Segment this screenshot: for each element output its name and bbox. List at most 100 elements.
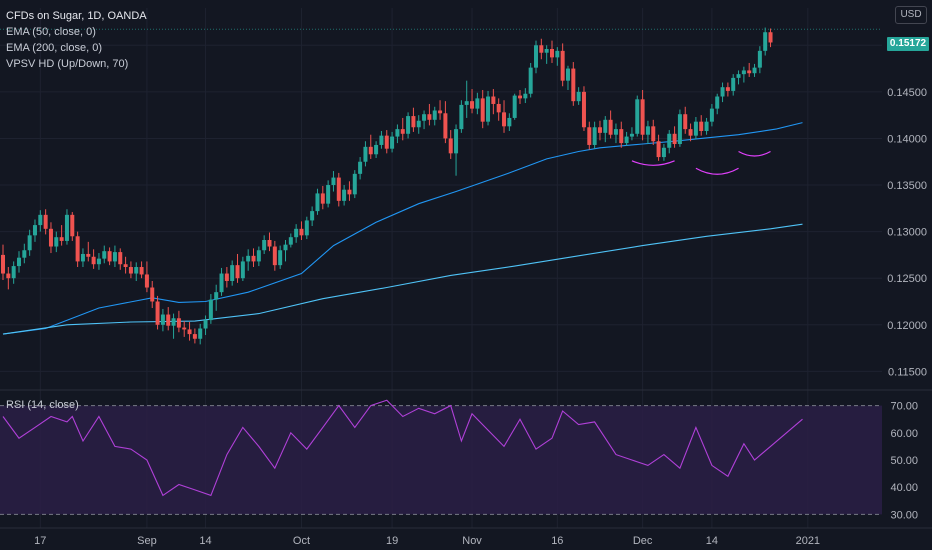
candle-body bbox=[576, 91, 581, 102]
candle bbox=[581, 86, 586, 131]
price-axis[interactable]: 0.11500 0.12000 0.12500 0.13000 0.13500 0.140… bbox=[887, 40, 927, 378]
time-tick-label: Dec bbox=[633, 535, 653, 547]
candle bbox=[80, 248, 85, 268]
rsi-tick-label: 70.00 bbox=[890, 401, 918, 413]
candle-body bbox=[454, 129, 459, 154]
candle bbox=[91, 249, 96, 269]
candle bbox=[342, 185, 347, 206]
candle bbox=[75, 231, 80, 268]
price-tick-label: 0.12000 bbox=[887, 320, 927, 332]
currency-button[interactable]: USD bbox=[895, 6, 927, 24]
rsi-line bbox=[2, 399, 803, 497]
price-tick-label: 0.14000 bbox=[887, 133, 927, 145]
rsi-band bbox=[0, 405, 882, 515]
candle bbox=[123, 256, 128, 274]
candle bbox=[704, 117, 709, 135]
candle-body bbox=[741, 70, 746, 75]
candle-body bbox=[112, 252, 117, 262]
candle-body bbox=[374, 144, 379, 155]
candle bbox=[528, 62, 533, 98]
rsi-axis[interactable]: 30.00 40.00 50.00 60.00 70.00 bbox=[890, 401, 918, 522]
candle-body bbox=[326, 185, 331, 204]
candle-body bbox=[310, 211, 315, 221]
candle-body bbox=[443, 113, 448, 139]
candle-body bbox=[134, 267, 139, 274]
candle-body bbox=[518, 95, 523, 99]
candle-body bbox=[565, 68, 570, 81]
candle bbox=[6, 267, 11, 290]
candle-body bbox=[246, 255, 251, 262]
candle bbox=[651, 119, 656, 145]
candle-body bbox=[704, 121, 709, 131]
candle-body bbox=[534, 45, 538, 68]
candle bbox=[411, 107, 416, 132]
candle-body bbox=[416, 120, 421, 128]
candle bbox=[693, 117, 698, 140]
candle-body bbox=[502, 112, 507, 127]
candle bbox=[320, 185, 325, 210]
candle-body bbox=[219, 273, 224, 293]
last-price-badge: 0.15172 bbox=[887, 37, 929, 51]
candle-body bbox=[486, 96, 491, 122]
candle bbox=[11, 261, 16, 284]
candle-body bbox=[528, 67, 533, 94]
indicator-vpsv-label[interactable]: VPSV HD (Up/Down, 70) bbox=[6, 58, 129, 70]
candle-body bbox=[432, 110, 437, 120]
candle-body bbox=[278, 250, 283, 266]
price-tick-label: 0.12500 bbox=[887, 273, 927, 285]
candle-body bbox=[581, 91, 586, 128]
candle bbox=[27, 229, 32, 256]
candle bbox=[134, 262, 139, 281]
candle bbox=[768, 28, 773, 48]
candle bbox=[427, 103, 432, 126]
candle-body bbox=[480, 98, 485, 122]
pattern-annotations bbox=[631, 150, 771, 175]
candle bbox=[464, 80, 469, 118]
candle-body bbox=[667, 133, 672, 148]
candle bbox=[54, 231, 59, 253]
candle-body bbox=[107, 251, 112, 262]
candle-body bbox=[571, 68, 576, 102]
candle bbox=[331, 171, 336, 192]
candle bbox=[240, 256, 245, 281]
candle bbox=[336, 172, 341, 207]
candle-body bbox=[288, 237, 293, 245]
candle bbox=[374, 141, 379, 159]
candle bbox=[613, 123, 618, 144]
candle bbox=[59, 225, 64, 246]
candle bbox=[224, 267, 229, 288]
candle-body bbox=[358, 161, 363, 174]
candle bbox=[661, 144, 666, 161]
candle-body bbox=[400, 129, 405, 134]
candle bbox=[299, 221, 304, 240]
candle-body bbox=[283, 244, 288, 251]
candle bbox=[86, 241, 91, 262]
candle-body bbox=[720, 87, 725, 97]
candle-body bbox=[587, 127, 592, 145]
candle-body bbox=[102, 251, 107, 259]
candle-body bbox=[256, 250, 261, 262]
candle bbox=[486, 90, 491, 126]
indicator-ema200-label[interactable]: EMA (200, close, 0) bbox=[6, 42, 102, 54]
candle bbox=[363, 141, 368, 167]
candle-body bbox=[208, 299, 213, 321]
candle-body bbox=[27, 235, 32, 251]
candle-body bbox=[635, 99, 640, 134]
candle-body bbox=[315, 193, 320, 212]
indicator-ema50-label[interactable]: EMA (50, close, 0) bbox=[6, 26, 96, 38]
candle bbox=[251, 248, 256, 268]
rsi-label[interactable]: RSI (14, close) bbox=[6, 399, 79, 411]
candle-body bbox=[752, 67, 757, 74]
symbol-title[interactable]: CFDs on Sugar, 1D, OANDA bbox=[6, 10, 147, 22]
candle bbox=[16, 251, 21, 273]
candle-body bbox=[384, 135, 389, 149]
candle bbox=[358, 157, 363, 180]
time-axis[interactable]: 17 Sep 14 Oct 19 Nov 16 Dec 14 2021 bbox=[0, 527, 932, 547]
candle-body bbox=[645, 126, 650, 135]
candle-body bbox=[182, 327, 187, 330]
candle bbox=[38, 210, 43, 232]
candle-body bbox=[619, 129, 624, 144]
candle bbox=[192, 328, 197, 344]
candle bbox=[294, 224, 299, 243]
